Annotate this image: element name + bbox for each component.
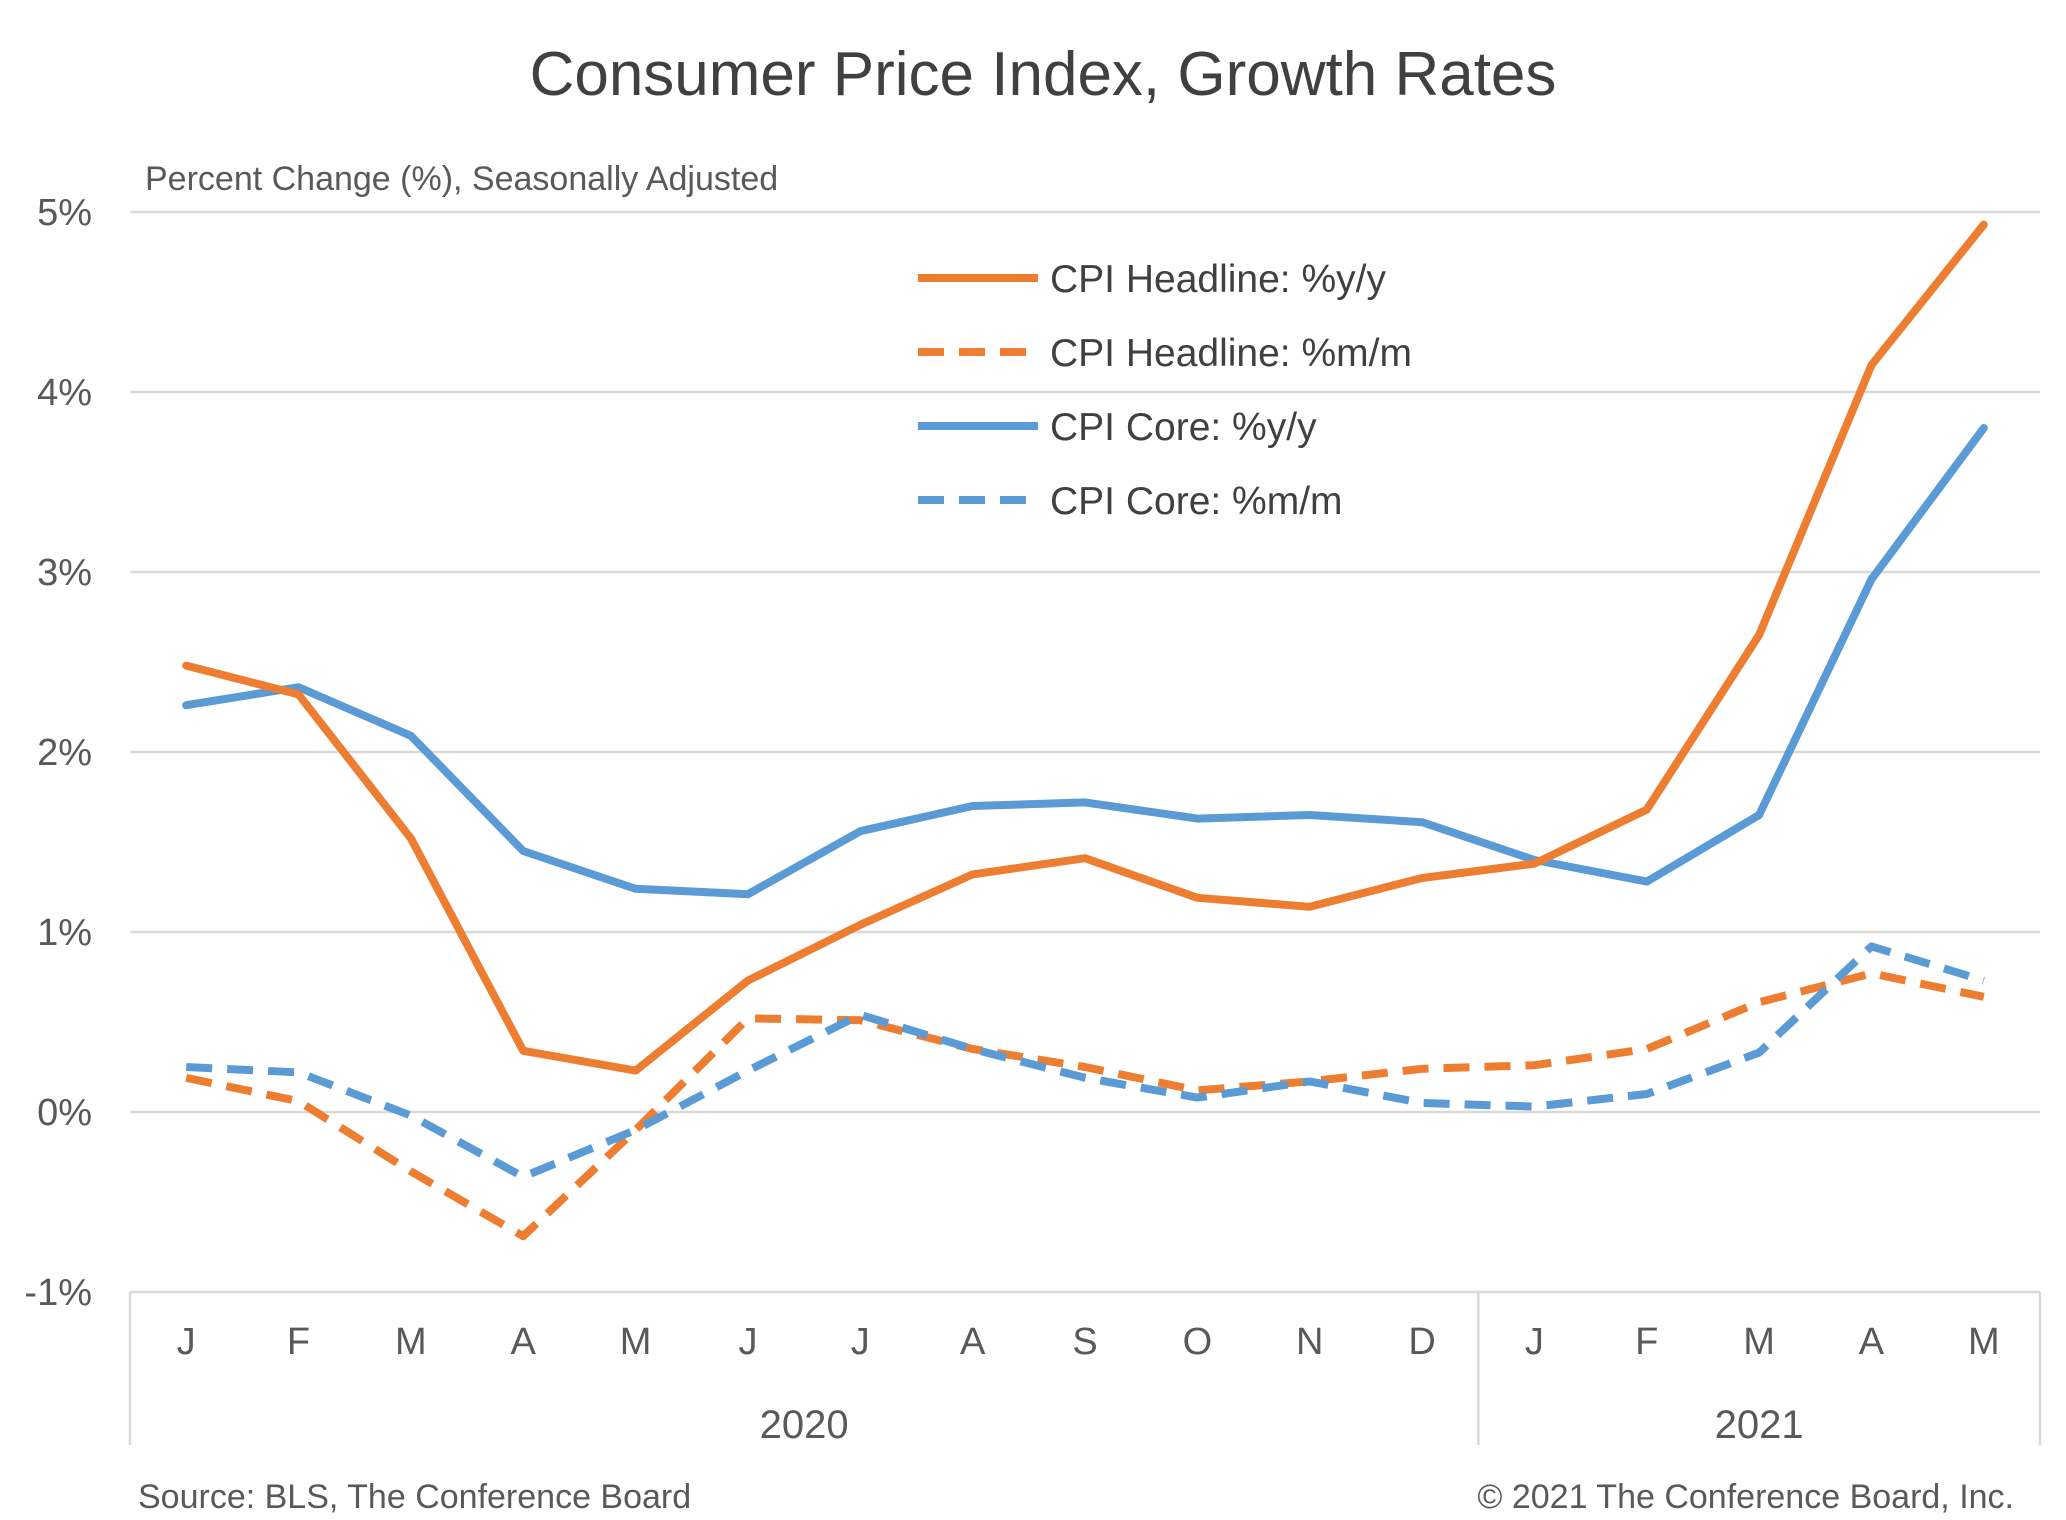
x-tick-label: M: [620, 1321, 652, 1363]
y-tick-label: 5%: [37, 192, 92, 234]
legend-label: CPI Core: %y/y: [1050, 406, 1317, 449]
legend: CPI Headline: %y/y CPI Headline: %m/m CPI …: [918, 258, 1412, 523]
y-tick-label: 3%: [37, 552, 92, 594]
chart-title: Consumer Price Index, Growth Rates: [530, 40, 1557, 109]
year-label: 2020: [760, 1403, 849, 1447]
gridlines: [130, 210, 2040, 1294]
x-tick-label: A: [1859, 1321, 1885, 1363]
series-line: [182, 424, 1988, 899]
x-tick-label: J: [851, 1321, 870, 1363]
x-tick-label: M: [395, 1321, 427, 1363]
y-tick-label: 4%: [37, 372, 92, 414]
legend-label: CPI Headline: %m/m: [1050, 332, 1412, 375]
x-tick-label: A: [960, 1321, 986, 1363]
series-lines: [182, 220, 1988, 1241]
x-tick-label: M: [1743, 1321, 1775, 1363]
series-line: [186, 942, 1985, 1181]
x-tick-label: M: [1968, 1321, 2000, 1363]
x-tick-label: J: [738, 1321, 757, 1363]
x-tick-label: D: [1408, 1321, 1435, 1363]
legend-label: CPI Headline: %y/y: [1050, 258, 1386, 301]
x-axis: J F M A M J J A S O N D J F M A M 2020 2021: [128, 1292, 2042, 1447]
y-tick-label: 0%: [37, 1092, 92, 1134]
y-tick-label: 2%: [37, 732, 92, 774]
y-axis-tick-labels: 5% 4% 3% 2% 1% 0% -1%: [24, 192, 92, 1314]
y-tick-label: 1%: [37, 912, 92, 954]
x-tick-label: O: [1183, 1321, 1213, 1363]
x-tick-label: S: [1072, 1321, 1097, 1363]
x-tick-label: J: [1525, 1321, 1544, 1363]
x-tick-label: F: [287, 1321, 310, 1363]
series-line: [185, 969, 1985, 1241]
series-line: [182, 220, 1988, 1075]
chart-subtitle: Percent Change (%), Seasonally Adjusted: [145, 160, 778, 198]
legend-label: CPI Core: %m/m: [1050, 480, 1343, 523]
x-tick-label: A: [511, 1321, 537, 1363]
x-tick-label: F: [1635, 1321, 1658, 1363]
y-tick-label: -1%: [24, 1272, 92, 1314]
x-tick-label: J: [177, 1321, 196, 1363]
x-tick-label: N: [1296, 1321, 1323, 1363]
source-note: Source: BLS, The Conference Board: [138, 1478, 691, 1516]
year-label: 2021: [1715, 1403, 1804, 1447]
copyright-note: © 2021 The Conference Board, Inc.: [1477, 1478, 2014, 1516]
